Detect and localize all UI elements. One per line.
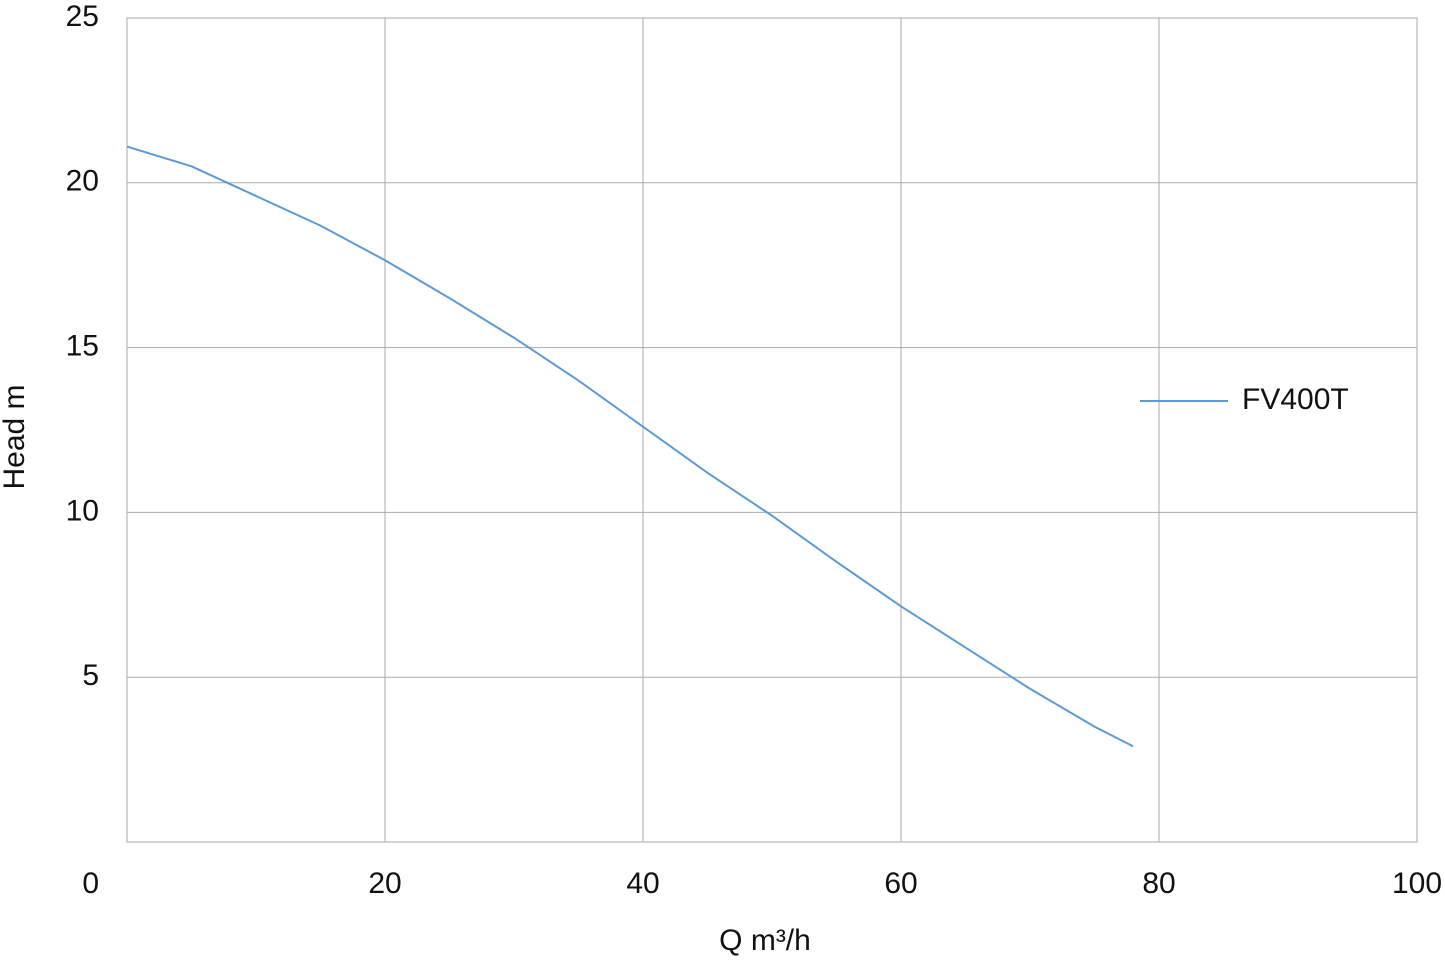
x-tick-label: 100 — [1392, 867, 1442, 900]
x-tick-label: 60 — [884, 867, 917, 900]
y-tick-label: 5 — [82, 659, 99, 692]
legend-label: FV400T — [1242, 383, 1349, 416]
series-line — [126, 145, 1134, 748]
x-tick-label: 0 — [82, 867, 99, 900]
x-tick-label: 20 — [368, 867, 401, 900]
y-tick-label: 10 — [66, 494, 99, 527]
x-tick-label: 40 — [626, 867, 659, 900]
x-axis-label: Q m³/h — [719, 924, 811, 957]
y-axis-label: Head m — [0, 384, 31, 489]
plot-frame — [126, 17, 1418, 843]
y-tick-label: 20 — [66, 165, 99, 198]
x-tick-label: 80 — [1142, 867, 1175, 900]
y-tick-label: 15 — [66, 330, 99, 363]
y-tick-label: 25 — [66, 0, 99, 33]
